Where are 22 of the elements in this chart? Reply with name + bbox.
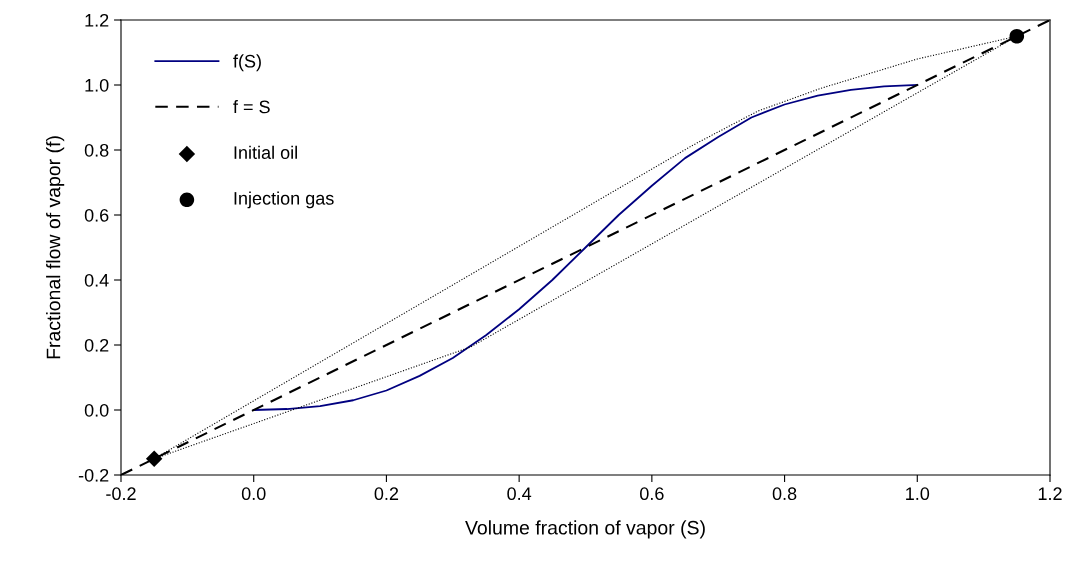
y-axis-title: Fractional flow of vapor (f): [46, 136, 65, 359]
x-tick-label: 0.2: [374, 487, 399, 501]
x-tick-label: 0.8: [772, 487, 797, 501]
y-tick-label: 1.0: [85, 78, 109, 92]
y-tick-label: 0.2: [84, 338, 109, 352]
y-tick-label: 0.0: [84, 403, 109, 417]
legend-label: f = S: [233, 100, 270, 114]
y-tick-label: 0.4: [84, 273, 109, 287]
x-axis-title: Volume fraction of vapor (S): [465, 520, 705, 539]
x-tick-label: 0.6: [640, 487, 664, 501]
y-tick-label: 0.8: [84, 143, 109, 157]
y-tick-label: 0.6: [84, 208, 109, 222]
legend-label: f(S): [233, 54, 261, 72]
x-tick-label: 1.2: [1038, 487, 1062, 500]
x-tick-label: 0.0: [241, 487, 266, 501]
x-tick-label: -0.2: [106, 487, 136, 501]
legend-label: Initial oil: [234, 145, 297, 160]
legend-label: Injection gas: [234, 191, 334, 209]
x-tick-label: 0.4: [507, 487, 532, 501]
y-tick-label: 1.2: [85, 13, 109, 27]
y-tick-label: -0.2: [78, 468, 109, 482]
x-tick-label: 1.0: [906, 487, 930, 501]
